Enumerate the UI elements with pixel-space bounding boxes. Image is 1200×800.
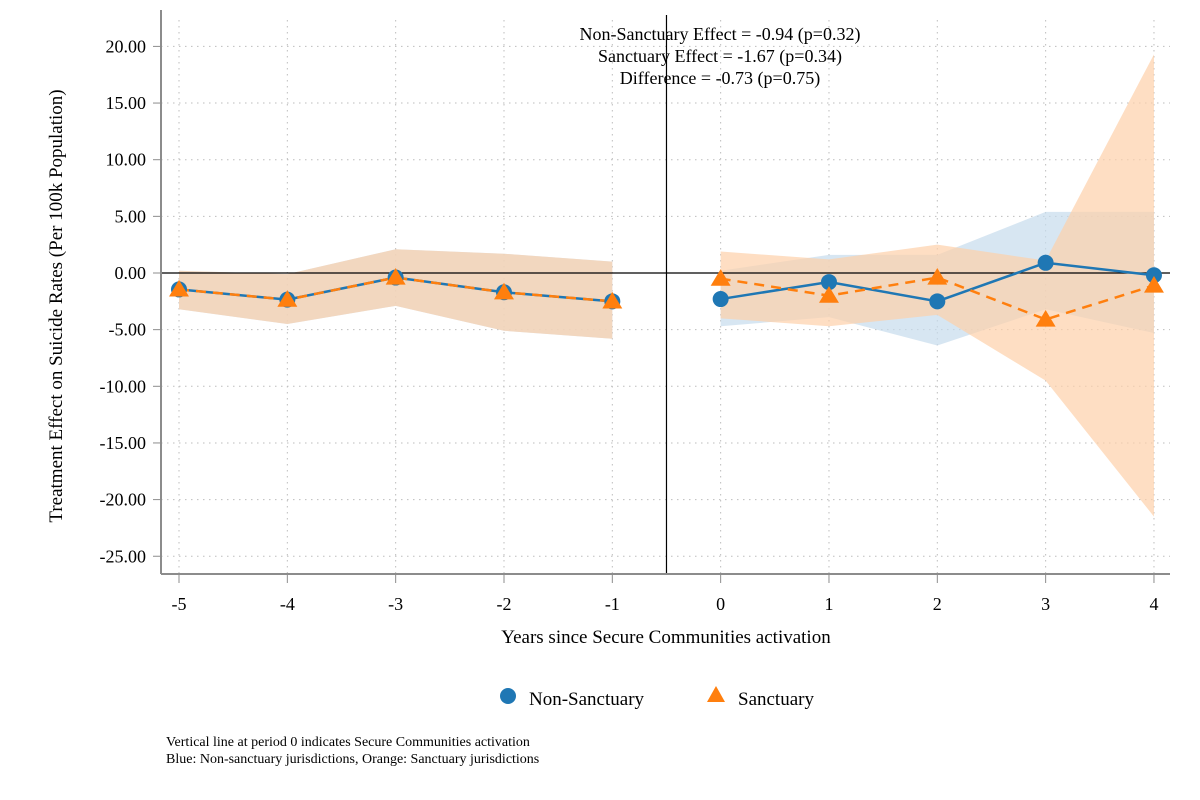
y-tick-label: 20.00: [106, 36, 147, 56]
data-point-sanctuary: [169, 279, 189, 297]
x-tick-label: -1: [605, 594, 620, 614]
y-tick-label: -5.00: [109, 320, 147, 340]
legend-label-sanctuary: Sanctuary: [738, 689, 814, 710]
footnote-line-1: Vertical line at period 0 indicates Secu…: [166, 735, 530, 750]
x-tick-label: -5: [172, 594, 187, 614]
data-point-sanctuary: [1143, 275, 1164, 293]
series-line-sanctuary-pre: [178, 276, 613, 303]
x-tick-label: -3: [388, 594, 403, 614]
series-markers: [169, 254, 1164, 327]
data-point-sanctuary: [494, 282, 514, 300]
data-point-sanctuary: [277, 290, 298, 307]
annotation-difference: Difference = -0.73 (p=0.75): [620, 68, 820, 89]
y-tick-label: -15.00: [100, 433, 147, 453]
y-axis-title: Treatment Effect on Suicide Rates (Per 1…: [46, 89, 67, 522]
axes: 20.00 15.00 10.00 5.00 0.00 -5.00 -10.00 -15.00…: [100, 10, 1170, 614]
data-point-sanctuary: [927, 268, 948, 285]
y-tick-label: 0.00: [115, 263, 147, 283]
x-tick-label: -4: [280, 594, 295, 614]
y-tick-label: -25.00: [100, 546, 147, 566]
y-tick-label: 5.00: [115, 206, 147, 226]
ci-band-sanctuary-pre: [179, 249, 613, 339]
legend: Non-Sanctuary Sanctuary: [500, 686, 814, 710]
legend-label-nonsanctuary: Non-Sanctuary: [529, 689, 645, 710]
data-point-sanctuary: [1035, 309, 1056, 327]
x-tick-label: 4: [1149, 594, 1158, 614]
x-tick-label: 0: [716, 594, 725, 614]
x-tick-label: -2: [496, 594, 511, 614]
x-tick-label: 1: [824, 594, 833, 614]
data-point-non-sanctuary: [820, 274, 837, 291]
y-tick-label: 10.00: [106, 150, 147, 170]
annotation-sanctuary-effect: Sanctuary Effect = -1.67 (p=0.34): [598, 46, 842, 67]
y-tick-label: 15.00: [106, 93, 147, 113]
footnote-line-2: Blue: Non-sanctuary jurisdictions, Orang…: [166, 752, 539, 767]
data-point-sanctuary: [819, 286, 839, 303]
x-axis-title: Years since Secure Communities activatio…: [501, 627, 831, 648]
data-point-sanctuary: [385, 268, 406, 285]
legend-triangle-icon: [707, 686, 725, 702]
series-line-sanctuary-post: [720, 276, 1155, 321]
annotation-block: Non-Sanctuary Effect = -0.94 (p=0.32) Sa…: [580, 24, 861, 89]
data-point-non-sanctuary: [1037, 254, 1054, 271]
y-tick-label: -20.00: [100, 490, 147, 510]
data-point-non-sanctuary: [712, 291, 729, 308]
x-tick-label: 3: [1041, 594, 1050, 614]
y-tick-label: -10.00: [100, 376, 147, 396]
data-point-non-sanctuary: [1145, 267, 1162, 284]
reference-lines: [161, 15, 1170, 574]
x-tick-label: 2: [933, 594, 942, 614]
data-point-sanctuary: [710, 269, 731, 286]
data-point-non-sanctuary: [929, 293, 946, 310]
ci-band-sanctuary-post: [720, 54, 1154, 517]
annotation-nonsanctuary-effect: Non-Sanctuary Effect = -0.94 (p=0.32): [580, 24, 861, 45]
data-point-sanctuary: [602, 291, 623, 309]
legend-circle-icon: [500, 688, 516, 704]
